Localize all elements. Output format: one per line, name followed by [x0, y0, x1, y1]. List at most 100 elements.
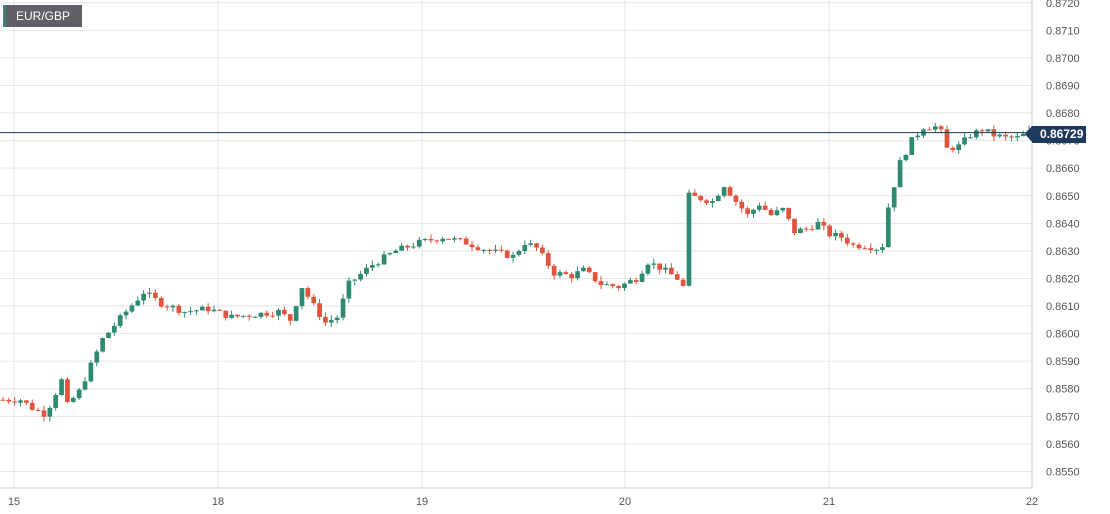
candle-body — [651, 263, 657, 265]
candle-body — [569, 274, 575, 279]
candle-body — [106, 332, 111, 339]
y-tick-label: 0.8640 — [1046, 218, 1080, 230]
candle-body — [815, 221, 821, 230]
candle-body — [35, 409, 41, 411]
candle-body — [82, 381, 88, 390]
candle-body — [463, 238, 469, 245]
candle-body — [997, 134, 1003, 137]
candle-body — [334, 317, 340, 321]
candle-body — [59, 379, 64, 396]
candle-body — [633, 280, 639, 282]
candle-body — [12, 401, 18, 403]
candle-body — [264, 312, 270, 316]
candle-body — [223, 310, 229, 318]
candle-body — [739, 201, 745, 209]
candle-body — [475, 247, 481, 251]
candle-body — [710, 201, 715, 203]
y-tick-label: 0.8610 — [1046, 301, 1080, 313]
candle-body — [545, 253, 551, 266]
candle-body — [18, 400, 23, 403]
candle-body — [481, 249, 487, 251]
candle-body — [211, 309, 217, 312]
candle-body — [434, 240, 440, 242]
y-tick-label: 0.8700 — [1046, 53, 1080, 65]
candle-body — [803, 228, 809, 230]
candle-body — [874, 249, 879, 251]
y-tick-label: 0.8580 — [1046, 384, 1080, 396]
candle-body — [915, 135, 921, 138]
candle-body — [956, 144, 962, 151]
candle-body — [504, 250, 510, 258]
candle-body — [229, 314, 234, 318]
y-tick-label: 0.8720 — [1046, 0, 1080, 10]
candle-body — [287, 314, 293, 321]
candle-body — [381, 254, 387, 265]
candle-body — [839, 232, 844, 238]
y-tick-label: 0.8660 — [1046, 163, 1080, 175]
candle-body — [540, 247, 545, 254]
candle-body — [927, 129, 932, 131]
candle-body — [756, 205, 762, 210]
candle-body — [405, 245, 410, 248]
candle-body — [950, 147, 956, 151]
candle-body — [751, 209, 756, 214]
candle-body — [844, 237, 850, 244]
candle-body — [821, 221, 827, 226]
candle-body — [217, 309, 223, 311]
candle-body — [891, 187, 897, 208]
candle-body — [938, 126, 944, 130]
candle-body — [780, 207, 786, 211]
candle-body — [311, 296, 317, 304]
candle-body — [65, 379, 70, 402]
x-tick-label: 20 — [619, 496, 631, 508]
candle-body — [534, 243, 539, 248]
candle-body — [727, 187, 733, 196]
candle-body — [786, 207, 792, 219]
x-tick-label: 15 — [8, 496, 20, 508]
candle-body — [352, 279, 358, 281]
candle-body — [498, 249, 504, 251]
candle-body — [153, 292, 158, 298]
candle-body — [323, 316, 328, 323]
candle-body — [510, 254, 516, 258]
candle-body — [868, 248, 874, 251]
candle-body — [563, 272, 569, 275]
candle-body — [944, 129, 950, 148]
candle-body — [440, 238, 446, 242]
y-tick-label: 0.8600 — [1046, 329, 1080, 341]
candle-body — [393, 250, 399, 254]
candle-body — [111, 325, 117, 333]
candle-body — [745, 208, 750, 214]
candle-body — [94, 351, 100, 363]
candle-body — [293, 306, 299, 321]
candle-body — [645, 264, 651, 274]
candle-body — [627, 280, 633, 284]
candle-body — [897, 160, 903, 188]
candle-body — [774, 210, 780, 216]
candle-body — [610, 284, 616, 287]
candle-body — [29, 402, 35, 410]
candle-body — [299, 288, 305, 307]
candle-body — [457, 238, 463, 240]
candle-body — [528, 243, 534, 245]
candle-body — [276, 309, 281, 316]
candle-body — [188, 311, 193, 313]
candle-body — [979, 130, 985, 132]
candle-body — [962, 137, 967, 145]
candle-body — [557, 272, 563, 276]
candle-body — [692, 192, 698, 196]
candle-body — [598, 281, 604, 286]
candle-body — [100, 338, 105, 352]
candle-body — [698, 195, 704, 201]
candle-body — [416, 239, 422, 247]
candle-body — [235, 314, 240, 317]
candle-body — [575, 271, 580, 279]
candle-body — [1009, 136, 1014, 138]
last-price-badge: 0.86729 — [1024, 126, 1087, 143]
candle-body — [270, 315, 276, 317]
candle-body — [985, 129, 991, 132]
candle-body — [452, 238, 457, 240]
candle-body — [827, 225, 833, 237]
